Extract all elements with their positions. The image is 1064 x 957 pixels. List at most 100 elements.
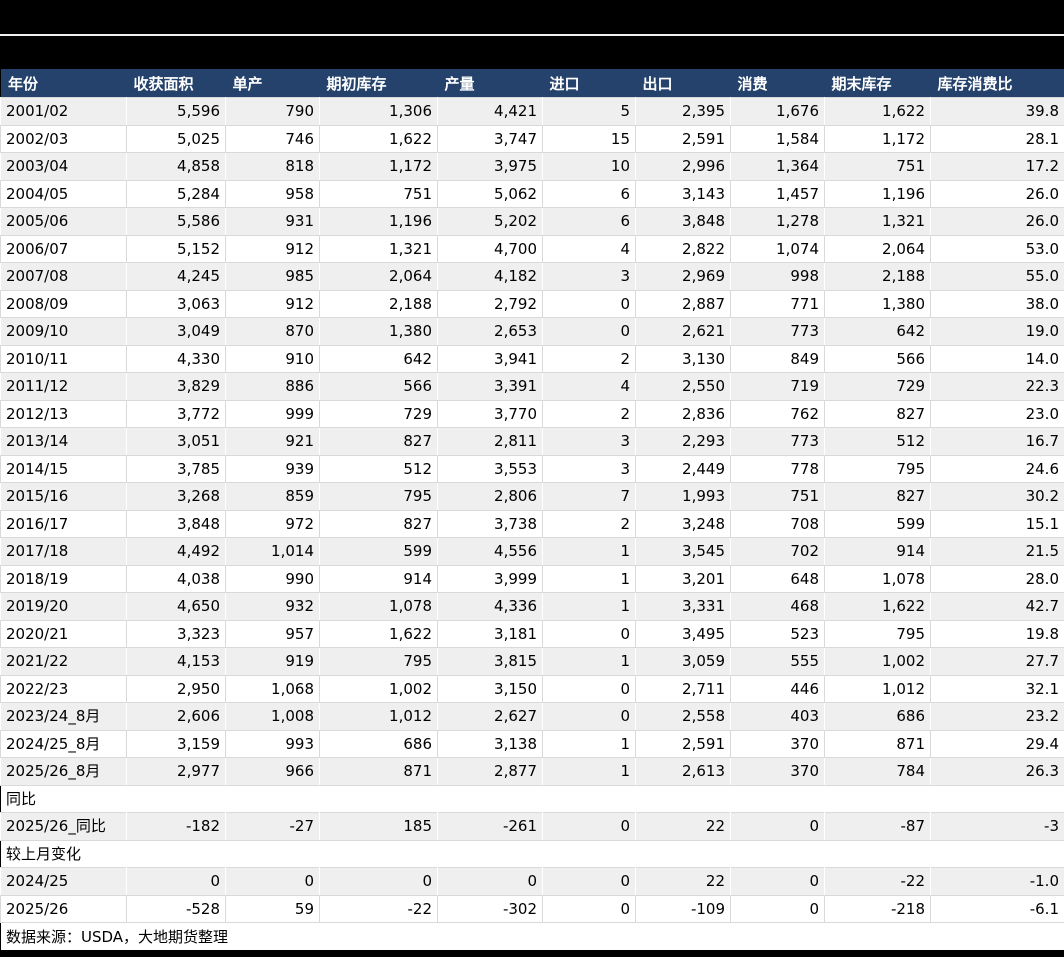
value-cell: 370 bbox=[731, 758, 825, 786]
value-cell: 19.0 bbox=[931, 318, 1064, 346]
value-cell: 642 bbox=[825, 318, 931, 346]
value-cell: 849 bbox=[731, 345, 825, 373]
value-cell: 468 bbox=[731, 593, 825, 621]
value-cell: 931 bbox=[226, 208, 320, 236]
value-cell: 5,284 bbox=[127, 180, 226, 208]
value-cell: 3,150 bbox=[438, 675, 543, 703]
value-cell: 1 bbox=[543, 648, 636, 676]
column-header-9: 库存消费比 bbox=[931, 69, 1064, 98]
year-cell: 2004/05 bbox=[1, 180, 127, 208]
value-cell: 921 bbox=[226, 428, 320, 456]
value-cell: 4,700 bbox=[438, 235, 543, 263]
value-cell: 5,596 bbox=[127, 98, 226, 126]
value-cell: 3,049 bbox=[127, 318, 226, 346]
year-cell: 2022/23 bbox=[1, 675, 127, 703]
year-cell: 2020/21 bbox=[1, 620, 127, 648]
value-cell: 2,792 bbox=[438, 290, 543, 318]
value-cell: 1,380 bbox=[825, 290, 931, 318]
value-cell: 0 bbox=[543, 703, 636, 731]
value-cell: 3,391 bbox=[438, 373, 543, 401]
value-cell: 512 bbox=[320, 455, 438, 483]
value-cell: 2,188 bbox=[320, 290, 438, 318]
value-cell: 2,811 bbox=[438, 428, 543, 456]
value-cell: 1,078 bbox=[825, 565, 931, 593]
value-cell: 686 bbox=[320, 730, 438, 758]
value-cell: 16.7 bbox=[931, 428, 1064, 456]
value-cell: 4,858 bbox=[127, 153, 226, 181]
value-cell: 17.2 bbox=[931, 153, 1064, 181]
value-cell: 3,063 bbox=[127, 290, 226, 318]
value-cell: 3,268 bbox=[127, 483, 226, 511]
value-cell: 4 bbox=[543, 373, 636, 401]
year-cell: 2025/26 bbox=[1, 895, 127, 923]
value-cell: 5,202 bbox=[438, 208, 543, 236]
value-cell: 2,293 bbox=[636, 428, 731, 456]
value-cell: 2,064 bbox=[825, 235, 931, 263]
value-cell: 26.0 bbox=[931, 208, 1064, 236]
value-cell: 914 bbox=[825, 538, 931, 566]
value-cell: 2,887 bbox=[636, 290, 731, 318]
value-cell: 2,621 bbox=[636, 318, 731, 346]
value-cell: 3,248 bbox=[636, 510, 731, 538]
value-cell: 512 bbox=[825, 428, 931, 456]
value-cell: 0 bbox=[127, 868, 226, 896]
value-cell: 2,064 bbox=[320, 263, 438, 291]
value-cell: 1,622 bbox=[825, 98, 931, 126]
value-cell: 0 bbox=[226, 868, 320, 896]
section-label: 较上月变化 bbox=[1, 840, 1064, 868]
title-bar-1 bbox=[0, 0, 1064, 34]
value-cell: 1,078 bbox=[320, 593, 438, 621]
value-cell: -87 bbox=[825, 813, 931, 841]
value-cell: -182 bbox=[127, 813, 226, 841]
value-cell: 2,606 bbox=[127, 703, 226, 731]
value-cell: 566 bbox=[320, 373, 438, 401]
value-cell: 5,586 bbox=[127, 208, 226, 236]
value-cell: 795 bbox=[320, 483, 438, 511]
value-cell: 2,950 bbox=[127, 675, 226, 703]
value-cell: 4,336 bbox=[438, 593, 543, 621]
value-cell: 403 bbox=[731, 703, 825, 731]
value-cell: 795 bbox=[825, 455, 931, 483]
value-cell: 1 bbox=[543, 730, 636, 758]
value-cell: 446 bbox=[731, 675, 825, 703]
column-header-6: 出口 bbox=[636, 69, 731, 98]
value-cell: 15.1 bbox=[931, 510, 1064, 538]
value-cell: 0 bbox=[543, 868, 636, 896]
value-cell: 23.0 bbox=[931, 400, 1064, 428]
value-cell: -27 bbox=[226, 813, 320, 841]
value-cell: 3,323 bbox=[127, 620, 226, 648]
value-cell: 2,591 bbox=[636, 730, 731, 758]
value-cell: 0 bbox=[543, 675, 636, 703]
value-cell: 0 bbox=[543, 290, 636, 318]
value-cell: 708 bbox=[731, 510, 825, 538]
value-cell: 1,993 bbox=[636, 483, 731, 511]
value-cell: 773 bbox=[731, 428, 825, 456]
year-cell: 2001/02 bbox=[1, 98, 127, 126]
value-cell: 2,711 bbox=[636, 675, 731, 703]
value-cell: 784 bbox=[825, 758, 931, 786]
value-cell: 859 bbox=[226, 483, 320, 511]
value-cell: 370 bbox=[731, 730, 825, 758]
value-cell: 1,074 bbox=[731, 235, 825, 263]
value-cell: 1,380 bbox=[320, 318, 438, 346]
value-cell: 3,848 bbox=[636, 208, 731, 236]
value-cell: 4,492 bbox=[127, 538, 226, 566]
value-cell: 2,449 bbox=[636, 455, 731, 483]
value-cell: 702 bbox=[731, 538, 825, 566]
value-cell: 0 bbox=[543, 895, 636, 923]
value-cell: 3 bbox=[543, 263, 636, 291]
year-cell: 2011/12 bbox=[1, 373, 127, 401]
value-cell: 42.7 bbox=[931, 593, 1064, 621]
year-cell: 2009/10 bbox=[1, 318, 127, 346]
